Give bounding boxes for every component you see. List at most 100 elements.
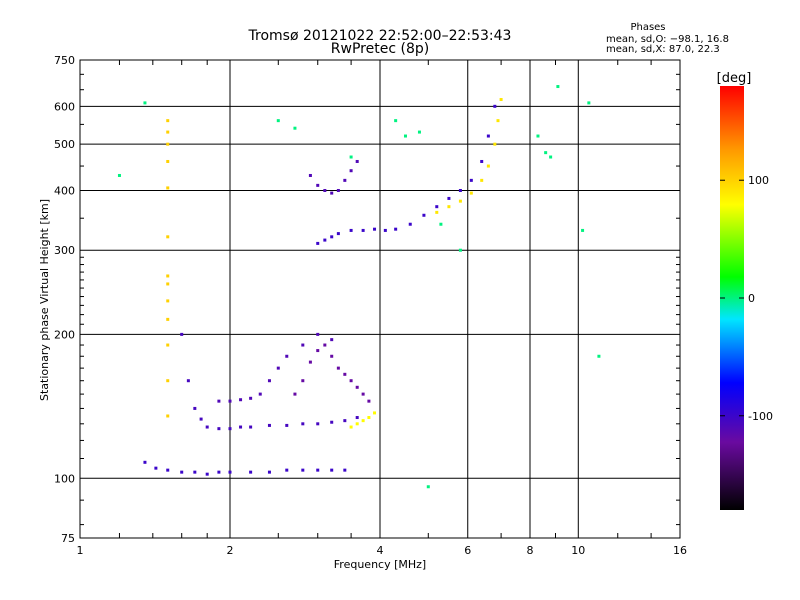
x-tick-label: 1 xyxy=(77,544,84,557)
data-point xyxy=(308,360,312,364)
x-tick-label: 8 xyxy=(527,544,534,557)
data-point xyxy=(355,385,359,389)
data-point xyxy=(228,399,232,403)
data-point xyxy=(166,119,170,123)
stats-line-o: mean, sd,O: −98.1, 16.8 xyxy=(606,34,729,45)
data-point xyxy=(499,98,503,102)
data-point xyxy=(439,222,443,226)
data-point xyxy=(166,282,170,286)
data-point xyxy=(166,414,170,418)
data-point xyxy=(316,332,320,336)
data-point xyxy=(458,199,462,203)
data-point xyxy=(336,188,340,192)
data-point xyxy=(166,468,170,472)
data-point xyxy=(330,235,334,239)
data-point xyxy=(293,392,297,396)
x-tick-label: 10 xyxy=(571,544,585,557)
data-point xyxy=(316,349,320,353)
data-point xyxy=(343,468,347,472)
data-point xyxy=(355,416,359,420)
data-point xyxy=(469,178,473,182)
data-point xyxy=(361,419,365,423)
data-point xyxy=(435,205,439,209)
x-tick-label: 16 xyxy=(673,544,687,557)
data-point xyxy=(323,188,327,192)
data-point xyxy=(276,119,280,123)
data-point xyxy=(276,366,280,370)
data-point xyxy=(435,210,439,214)
chart-title: Tromsø 20121022 22:52:00–22:53:43 xyxy=(248,28,512,44)
data-point xyxy=(117,173,121,177)
colorbar-tick-label: 0 xyxy=(748,292,755,305)
data-point xyxy=(205,425,209,429)
data-point xyxy=(228,427,232,431)
data-point xyxy=(186,379,190,383)
data-point xyxy=(193,470,197,474)
data-point xyxy=(258,392,262,396)
data-point xyxy=(166,130,170,134)
data-point xyxy=(166,186,170,190)
data-point xyxy=(336,232,340,236)
data-point xyxy=(267,379,271,383)
data-point xyxy=(166,299,170,303)
colorbar-label: [deg] xyxy=(717,71,752,86)
data-point xyxy=(330,354,334,358)
x-tick-label: 6 xyxy=(464,544,471,557)
data-point xyxy=(549,155,553,159)
data-point xyxy=(343,419,347,423)
y-tick-label: 300 xyxy=(54,244,75,257)
y-axis-label: Stationary phase Virtual Height [km] xyxy=(38,199,51,401)
data-point xyxy=(166,317,170,321)
data-point xyxy=(193,406,197,410)
data-point xyxy=(355,159,359,163)
chart-subtitle: RwPretec (8p) xyxy=(331,41,429,57)
data-point xyxy=(408,222,412,226)
data-point xyxy=(285,354,289,358)
data-point xyxy=(349,155,353,159)
data-point xyxy=(469,191,473,195)
data-point xyxy=(349,228,353,232)
data-point xyxy=(285,423,289,427)
stats-line-x: mean, sd,X: 87.0, 22.3 xyxy=(606,44,720,55)
data-point xyxy=(166,142,170,146)
data-point xyxy=(308,173,312,177)
data-point xyxy=(285,468,289,472)
data-point xyxy=(143,101,147,105)
data-point xyxy=(316,468,320,472)
data-point xyxy=(249,425,253,429)
data-point xyxy=(355,422,359,426)
data-point xyxy=(343,372,347,376)
data-point xyxy=(249,396,253,400)
data-point xyxy=(367,416,371,420)
data-point xyxy=(330,420,334,424)
data-point xyxy=(426,485,430,489)
y-tick-label: 400 xyxy=(54,184,75,197)
data-point xyxy=(154,466,158,470)
data-point xyxy=(330,468,334,472)
data-point xyxy=(166,235,170,239)
data-point xyxy=(267,423,271,427)
data-point xyxy=(249,470,253,474)
data-point xyxy=(486,164,490,168)
data-point xyxy=(336,366,340,370)
y-tick-label: 200 xyxy=(54,328,75,341)
data-point xyxy=(349,169,353,173)
data-point xyxy=(217,427,221,431)
data-point xyxy=(166,274,170,278)
data-point xyxy=(417,130,421,134)
data-point xyxy=(403,134,407,138)
data-point xyxy=(496,119,500,123)
data-point xyxy=(166,159,170,163)
data-point xyxy=(301,468,305,472)
data-point xyxy=(480,178,484,182)
data-point xyxy=(597,354,601,358)
data-point xyxy=(458,188,462,192)
data-point xyxy=(349,379,353,383)
data-point xyxy=(361,392,365,396)
data-point xyxy=(447,196,451,200)
data-point xyxy=(301,379,305,383)
data-point xyxy=(447,205,451,209)
data-point xyxy=(239,425,243,429)
data-point xyxy=(458,248,462,252)
